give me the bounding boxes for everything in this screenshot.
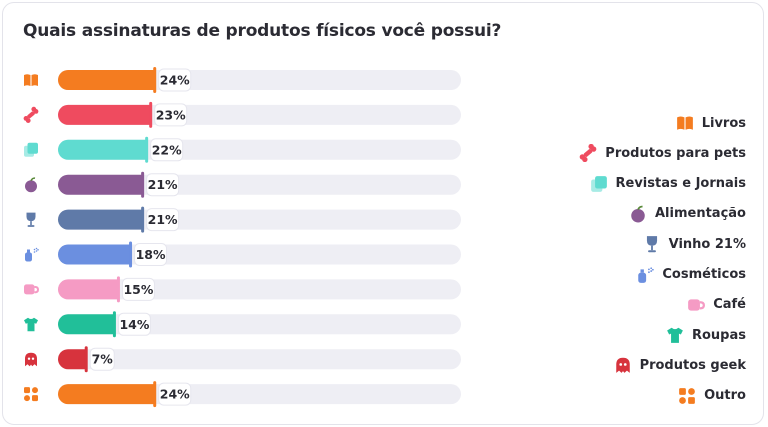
- bar-end-marker: [141, 171, 145, 198]
- bar-outro: [58, 384, 155, 405]
- bar-end-marker: [129, 241, 133, 268]
- value-label: 22%: [152, 142, 182, 157]
- value-label: 24%: [160, 73, 190, 88]
- legend-perfume-icon: [638, 266, 655, 283]
- legend-item: Roupas: [666, 323, 746, 347]
- value-label: 18%: [136, 247, 166, 262]
- value-label-bg: [154, 103, 188, 127]
- bar-roupas: [58, 314, 115, 335]
- value-label: 7%: [92, 352, 114, 367]
- legend-label: Produtos para pets: [605, 145, 746, 161]
- bar-track: [58, 349, 461, 370]
- legend-item: Café: [687, 293, 746, 317]
- row-mug-icon: [24, 284, 40, 295]
- legend-mug-icon: [688, 299, 706, 311]
- bar-end-marker: [84, 346, 88, 373]
- bar-end-marker: [153, 381, 157, 408]
- value-label: 23%: [156, 107, 186, 122]
- row-shirt-icon: [24, 317, 38, 332]
- value-label: 21%: [148, 212, 178, 227]
- legend-item: Vinho 21%: [643, 232, 746, 256]
- legend-label: Cosméticos: [662, 267, 746, 282]
- chart-title: Quais assinaturas de produtos físicos vo…: [23, 21, 502, 41]
- row-apple-icon: [25, 177, 37, 193]
- legend-book-icon: [676, 116, 693, 130]
- bar-vinho: [58, 209, 143, 230]
- legend-label: Livros: [701, 115, 746, 131]
- value-label-bg: [158, 68, 192, 92]
- legend-label: Roupas: [691, 327, 746, 343]
- bar-café: [58, 279, 119, 300]
- legend-item: Produtos para pets: [579, 141, 746, 165]
- bar-alimentação: [58, 174, 143, 195]
- bar-end-marker: [116, 276, 120, 303]
- row-perfume-icon: [25, 247, 39, 262]
- legend-label: Vinho 21%: [668, 236, 746, 252]
- value-label-bg: [89, 347, 115, 371]
- legend-shirt-icon: [667, 327, 683, 343]
- bar-end-marker: [153, 67, 157, 93]
- bar-revistas-e-jornais: [58, 139, 147, 160]
- row-wine-glass-icon: [26, 212, 36, 227]
- legend-label: Produtos geek: [639, 357, 746, 373]
- legend-bone-icon: [579, 144, 597, 163]
- row-book-icon: [24, 74, 38, 86]
- value-label-bg: [150, 138, 184, 162]
- row-ghost-icon: [25, 352, 37, 367]
- bar-livros: [58, 70, 155, 90]
- legend-label: Revistas e Jornais: [615, 176, 747, 192]
- bar-produtos-para-pets: [58, 104, 151, 125]
- row-grid-icon: [24, 387, 38, 402]
- value-label-bg: [158, 382, 192, 406]
- legend-item: Cosméticos: [636, 263, 746, 287]
- value-label: 14%: [119, 317, 149, 332]
- legend-label: Alimentação: [655, 206, 746, 222]
- legend-item: Revistas e Jornais: [590, 172, 747, 196]
- bar-cosméticos: [58, 244, 131, 265]
- bar-end-marker: [112, 311, 116, 338]
- bar-track: [58, 314, 461, 335]
- value-label-bg: [134, 243, 168, 266]
- legend-label: Café: [713, 297, 746, 313]
- bar-end-marker: [141, 206, 145, 233]
- legend-grid-icon: [679, 387, 695, 404]
- legend-wine-glass-icon: [646, 236, 657, 253]
- legend-magazine-icon: [590, 175, 607, 192]
- value-label-bg: [146, 173, 180, 197]
- bar-end-marker: [145, 136, 149, 163]
- value-label-bg: [117, 312, 151, 336]
- legend-item: Livros: [676, 111, 746, 135]
- legend-ghost-icon: [615, 358, 630, 374]
- value-label-bg: [146, 208, 180, 232]
- row-bone-icon: [23, 106, 39, 123]
- bar-track: [58, 279, 461, 300]
- legend-label: Outro: [704, 388, 746, 404]
- legend-item: Outro: [678, 384, 746, 408]
- row-magazine-icon: [24, 142, 38, 157]
- value-label: 15%: [123, 282, 153, 297]
- bar-end-marker: [149, 101, 153, 128]
- bar-produtos-geek: [58, 349, 87, 370]
- legend-item: Alimentação: [629, 202, 746, 226]
- value-label-bg: [121, 277, 155, 301]
- legend-apple-icon: [631, 205, 645, 223]
- legend-item: Produtos geek: [614, 353, 746, 377]
- value-label: 21%: [148, 177, 178, 192]
- value-label: 24%: [160, 387, 190, 402]
